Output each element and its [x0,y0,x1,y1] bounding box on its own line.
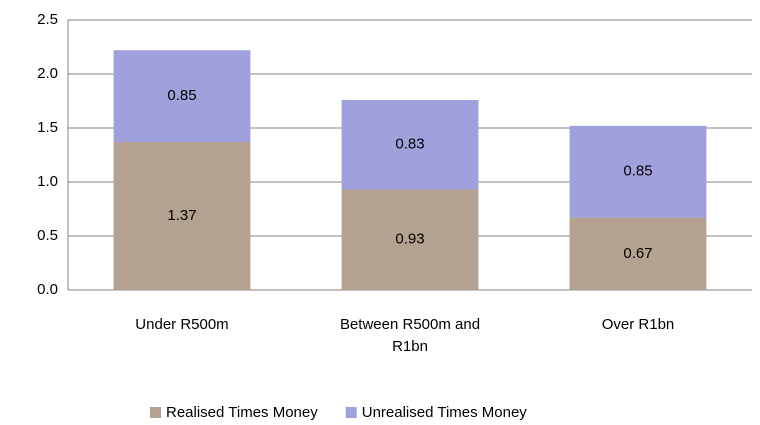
bar-segment [569,125,707,218]
y-tick-label: 1.5 [37,119,58,136]
y-tick-label: 0.0 [37,281,58,298]
bar-segment [341,99,479,190]
x-tick-label: Over R1bn [601,316,675,333]
y-tick-label: 2.0 [37,65,58,82]
bar-segment [341,189,479,290]
data-label: 0.85 [623,163,652,180]
x-tick-label: Under R500m [135,316,229,333]
y-tick-label: 0.5 [37,227,58,244]
legend-label: Unrealised Times Money [362,404,528,421]
legend-swatch [345,407,357,418]
x-tick-label: Between R500m and R1bn [339,316,481,355]
bar-segment [569,217,707,290]
bar-segment [113,50,251,143]
y-tick-label: 1.0 [37,173,58,190]
legend-label: Realised Times Money [166,404,318,421]
data-label: 1.37 [167,207,196,224]
data-label: 0.93 [395,231,424,248]
y-tick-label: 2.5 [37,11,58,28]
bar-segment [113,142,251,290]
data-label: 0.67 [623,245,652,262]
data-label: 0.83 [395,136,424,153]
legend-swatch [150,407,161,418]
data-label: 0.85 [167,87,196,104]
